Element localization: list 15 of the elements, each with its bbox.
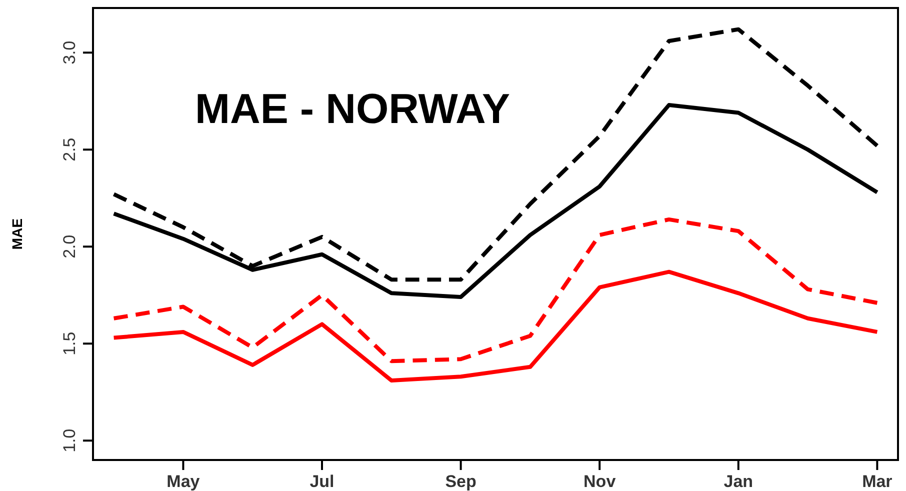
x-tick-label: Mar (862, 472, 893, 491)
line-series (112, 217, 880, 364)
line-series (112, 270, 880, 382)
x-tick-label: Jul (310, 472, 334, 491)
y-tick-label: 3.0 (60, 40, 79, 64)
x-tick-label: Jan (724, 472, 754, 491)
y-tick-label: 1.5 (60, 332, 79, 356)
x-tick-label: Sep (445, 472, 476, 491)
y-axis-title: MAE (9, 218, 25, 250)
x-tick-label: May (166, 472, 200, 491)
x-tick-label: Nov (584, 472, 616, 491)
y-tick-label: 2.0 (60, 234, 79, 258)
y-tick-label: 2.5 (60, 138, 79, 162)
y-tick-label: 1.0 (60, 428, 79, 452)
text: MAE - NORWAY (195, 85, 510, 132)
